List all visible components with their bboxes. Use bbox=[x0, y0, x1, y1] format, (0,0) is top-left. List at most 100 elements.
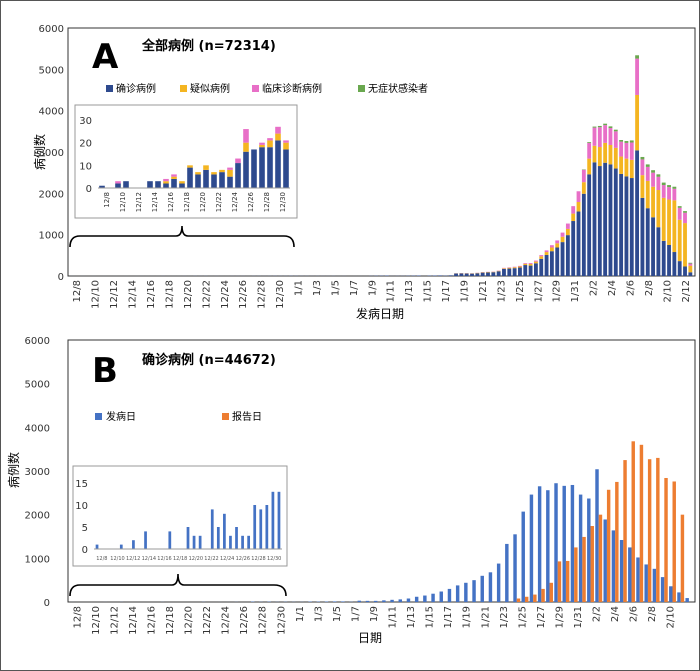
bar-a-3 bbox=[635, 55, 640, 59]
inset-a-y-tick-0: 0 bbox=[86, 184, 92, 195]
panel-a-x-tick-label: 2/6 bbox=[625, 280, 636, 296]
panel-a-x-tick-label: 1/21 bbox=[478, 280, 489, 302]
inset-a-bar-0 bbox=[147, 181, 153, 188]
bar-a-2 bbox=[672, 188, 677, 201]
inset-a-bar-2 bbox=[235, 158, 241, 164]
inset-a-bar-0 bbox=[155, 181, 161, 188]
panel-a-x-tick-label: 12/16 bbox=[146, 280, 157, 309]
panel-b-x-tick-label: 1/13 bbox=[406, 606, 417, 628]
panel-a-y-tick-4000: 4000 bbox=[39, 107, 64, 118]
bar-b-0 bbox=[611, 530, 616, 602]
inset-a-bar-2 bbox=[275, 126, 281, 134]
inset-b-bar bbox=[198, 535, 202, 549]
bar-b-0 bbox=[652, 568, 657, 602]
inset-b-y-tick-15: 15 bbox=[75, 479, 88, 490]
panel-a-legend: 确诊病例 疑似病例 临床诊断病例 无症状感染者 bbox=[106, 82, 428, 95]
bar-a-3 bbox=[624, 141, 629, 143]
bar-b-1 bbox=[549, 582, 553, 602]
panel-b: B 确诊病例 (n=44672) 病例数 日期 0 1000 2000 3000 400… bbox=[6, 336, 696, 645]
bar-a-0 bbox=[619, 173, 624, 276]
bar-b-1 bbox=[557, 561, 562, 602]
bar-b-0 bbox=[455, 585, 460, 602]
legend-swatch-clinical bbox=[252, 85, 259, 92]
bar-a-3 bbox=[688, 262, 693, 264]
inset-a-bar-0 bbox=[259, 147, 265, 188]
bar-a-3 bbox=[640, 156, 645, 160]
bar-a-0 bbox=[464, 273, 469, 276]
bar-a-1 bbox=[640, 175, 645, 198]
panel-b-x-tick-label: 12/18 bbox=[165, 606, 176, 635]
panel-b-x-tick-label: 1/25 bbox=[517, 606, 528, 628]
bar-a-2 bbox=[571, 206, 576, 214]
bar-a-1 bbox=[667, 199, 671, 245]
bar-a-1 bbox=[683, 223, 687, 267]
inset-b-bar bbox=[132, 540, 135, 549]
bar-a-1 bbox=[544, 252, 549, 255]
inset-b-x-tick-label: 12/22 bbox=[204, 556, 218, 562]
panel-a: A 全部病例 (n=72314) 病例数 发病日期 0 1000 2000 3000 4… bbox=[32, 24, 696, 321]
bar-b-0 bbox=[382, 600, 386, 602]
legend-label-suspected: 疑似病例 bbox=[190, 82, 230, 95]
panel-b-y-tick-1000: 1000 bbox=[25, 554, 50, 565]
bar-a-0 bbox=[448, 275, 453, 276]
bar-a-0 bbox=[454, 273, 458, 276]
legend-swatch-confirmed bbox=[106, 85, 113, 92]
inset-b-bar bbox=[186, 527, 190, 549]
bar-b-1 bbox=[574, 547, 578, 602]
inset-a-x-tick-label: 12/8 bbox=[103, 192, 111, 208]
panel-a-x-tick-label: 1/19 bbox=[459, 280, 470, 302]
bar-b-0 bbox=[488, 572, 493, 602]
panel-b-y-tick-0: 0 bbox=[44, 598, 50, 609]
bar-a-0 bbox=[672, 252, 677, 276]
panel-a-x-tick-label: 1/25 bbox=[515, 280, 526, 302]
panel-b-brace bbox=[69, 573, 287, 597]
bar-a-0 bbox=[613, 168, 618, 276]
panel-b-x-tick-label: 1/29 bbox=[554, 606, 565, 628]
inset-b-x-tick-label: 12/12 bbox=[126, 556, 140, 562]
bar-a-2 bbox=[534, 260, 538, 262]
bar-a-1 bbox=[608, 144, 613, 165]
bar-b-0 bbox=[431, 593, 435, 602]
bar-a-1 bbox=[512, 267, 517, 269]
bar-a-3 bbox=[672, 186, 677, 189]
bar-b-1 bbox=[606, 489, 611, 602]
panel-a-y-tick-2000: 2000 bbox=[39, 189, 64, 200]
panel-b-x-tick-label: 1/19 bbox=[462, 606, 473, 628]
inset-a-x-tick-label: 12/22 bbox=[215, 192, 223, 212]
inset-a-bar-2 bbox=[267, 138, 273, 141]
bar-b-0 bbox=[636, 557, 640, 602]
panel-b-x-tick-label: 1/11 bbox=[388, 606, 399, 628]
bar-b-0 bbox=[537, 486, 542, 602]
inset-b-x-tick-label: 12/14 bbox=[142, 556, 156, 562]
inset-b-bar bbox=[271, 491, 275, 549]
bar-a-0 bbox=[592, 162, 597, 276]
panel-b-x-tick-label: 1/23 bbox=[499, 606, 510, 628]
bar-b-0 bbox=[496, 563, 501, 602]
panel-b-x-tick-label: 12/20 bbox=[184, 606, 195, 635]
bar-a-1 bbox=[534, 261, 538, 264]
bar-a-1 bbox=[507, 267, 512, 269]
bar-a-1 bbox=[651, 186, 655, 218]
panel-b-x-tick-label: 2/2 bbox=[592, 606, 603, 622]
panel-b-legend: 发病日 报告日 bbox=[95, 410, 262, 423]
bar-b-1 bbox=[639, 444, 644, 602]
bar-a-2 bbox=[587, 142, 592, 159]
bar-b-1 bbox=[664, 477, 668, 602]
bar-a-0 bbox=[640, 197, 645, 276]
bar-b-0 bbox=[578, 494, 583, 602]
inset-a-bar-1 bbox=[195, 172, 201, 175]
panel-b-x-tick-label: 1/9 bbox=[369, 606, 380, 622]
bar-b-0 bbox=[447, 588, 452, 602]
bar-b-0 bbox=[562, 485, 566, 602]
inset-b-bar bbox=[259, 509, 263, 549]
bar-a-1 bbox=[549, 247, 554, 252]
inset-b-y-tick-5: 5 bbox=[82, 523, 88, 534]
inset-b-x-tick-label: 12/28 bbox=[251, 556, 265, 562]
bar-a-2 bbox=[523, 263, 528, 264]
inset-b-x-tick-label: 12/18 bbox=[173, 556, 187, 562]
panel-b-x-tick-label: 12/14 bbox=[128, 606, 139, 635]
panel-a-y-tick-3000: 3000 bbox=[39, 148, 64, 159]
legend-label-confirmed: 确诊病例 bbox=[116, 82, 156, 95]
inset-a-bar-1 bbox=[259, 144, 265, 148]
bar-a-1 bbox=[565, 228, 570, 236]
